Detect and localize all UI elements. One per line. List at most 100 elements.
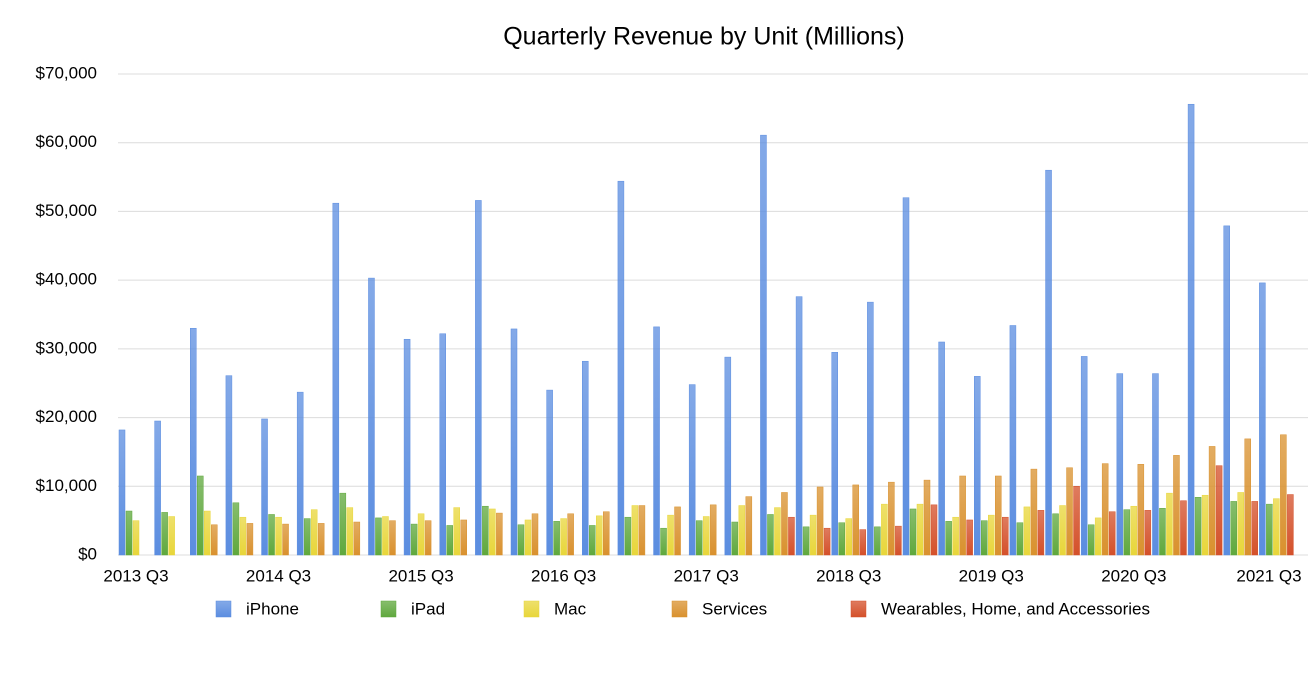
bar (510, 328, 518, 556)
y-tick-label: $70,000 (36, 63, 97, 82)
bar (204, 510, 211, 556)
bar (446, 525, 453, 556)
bar (1237, 492, 1244, 556)
bar (795, 296, 803, 556)
bar (1194, 497, 1202, 556)
x-tick-label: 2020 Q3 (1101, 566, 1166, 585)
bar (1023, 506, 1031, 556)
bar (603, 511, 610, 556)
bar (332, 202, 340, 556)
bar (1052, 513, 1059, 556)
x-tick-label: 2014 Q3 (246, 566, 311, 585)
bar (760, 134, 767, 556)
bar (838, 522, 845, 556)
bar (1251, 501, 1258, 556)
bar (546, 389, 553, 556)
bar (909, 508, 917, 556)
bar (596, 515, 603, 556)
bar (988, 514, 995, 556)
bar (895, 525, 902, 556)
bar (902, 197, 910, 556)
bar (802, 526, 810, 556)
bar (1144, 510, 1152, 556)
bar (1016, 522, 1024, 556)
bar (389, 520, 396, 556)
y-tick-label: $20,000 (36, 407, 97, 426)
bar (1108, 511, 1116, 556)
bar (118, 429, 126, 556)
bar (945, 521, 952, 556)
bar (1173, 455, 1180, 556)
bar (317, 523, 325, 556)
bar (653, 326, 660, 556)
chart-title: Quarterly Revenue by Unit (Millions) (503, 23, 905, 51)
bar (709, 504, 717, 556)
bar (1215, 465, 1223, 556)
bar (190, 327, 197, 556)
bar (959, 475, 966, 556)
bar (1280, 434, 1287, 556)
bar (197, 475, 204, 556)
bar (424, 520, 432, 556)
bar (410, 523, 418, 556)
bar (132, 520, 140, 556)
bar (738, 505, 746, 556)
bar (375, 517, 382, 556)
bar (125, 510, 133, 556)
bar (617, 180, 625, 556)
bar (232, 502, 240, 556)
bar (496, 512, 503, 556)
bar (831, 352, 838, 556)
y-tick-label: $60,000 (36, 132, 97, 151)
bar (524, 519, 532, 556)
bar (339, 492, 347, 556)
bar (1159, 508, 1166, 556)
bar (282, 523, 289, 556)
bar (1045, 169, 1052, 556)
y-tick-label: $40,000 (36, 270, 97, 289)
legend-label: Wearables, Home, and Accessories (881, 599, 1150, 618)
bar (382, 516, 389, 556)
x-tick-label: 2019 Q3 (959, 566, 1024, 585)
bar (154, 420, 161, 556)
bar (816, 486, 824, 556)
bar (688, 384, 696, 556)
bar (859, 529, 866, 556)
bar (809, 514, 817, 556)
bar (439, 333, 446, 556)
bar (589, 525, 596, 556)
bar (268, 514, 275, 556)
bar (403, 338, 411, 556)
bar (774, 507, 781, 556)
bar (724, 356, 732, 556)
x-tick-label: 2013 Q3 (103, 566, 168, 585)
bar (310, 509, 318, 556)
bar (161, 512, 168, 556)
y-tick-label: $10,000 (36, 476, 97, 495)
x-tick-label: 2016 Q3 (531, 566, 596, 585)
bar (1059, 505, 1066, 556)
bar (1073, 486, 1080, 556)
x-tick-label: 2015 Q3 (388, 566, 453, 585)
bar (261, 418, 268, 556)
bar (930, 504, 938, 556)
bar (353, 521, 361, 556)
bar (567, 513, 574, 556)
legend-swatch (380, 600, 397, 618)
legend-label: iPad (411, 599, 445, 618)
bar (168, 516, 175, 556)
bar (1259, 282, 1266, 556)
bar (211, 524, 218, 556)
bar (560, 518, 567, 556)
bar (845, 518, 852, 556)
bar (781, 492, 788, 556)
bar (660, 527, 667, 556)
bar (296, 391, 304, 556)
bar (1152, 373, 1159, 556)
bar (582, 360, 589, 556)
bar (225, 375, 233, 556)
bar (916, 503, 924, 556)
bar (489, 508, 496, 556)
bar (1030, 468, 1038, 556)
